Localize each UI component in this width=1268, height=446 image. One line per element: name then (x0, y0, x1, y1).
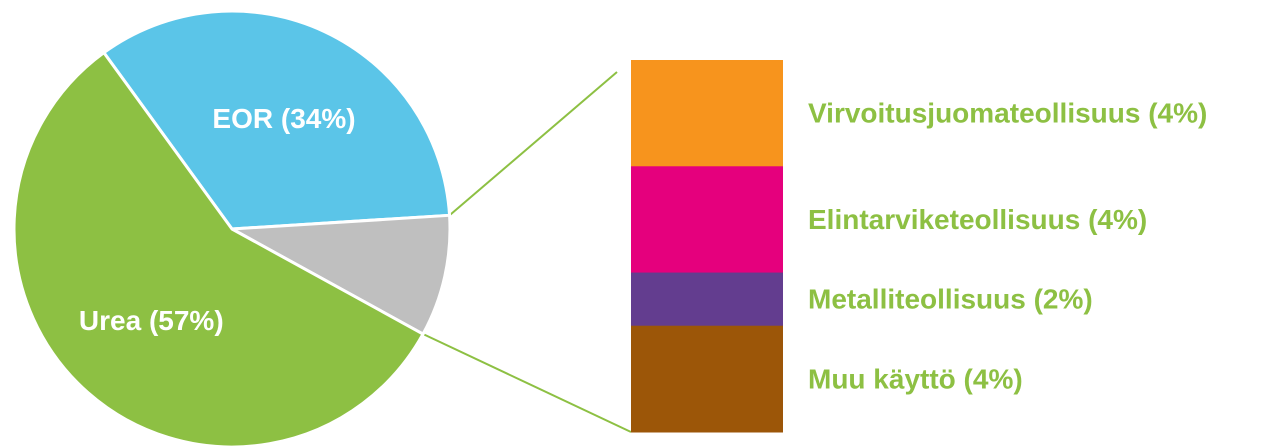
bar-label-virvoitusjuomateollisuus-4: Virvoitusjuomateollisuus (4%) (808, 98, 1207, 129)
bar-label-elintarviketeollisuus-4: Elintarviketeollisuus (4%) (808, 204, 1147, 235)
connector-lines (422, 71, 632, 433)
pie-slice-urea-57 (12, 51, 425, 446)
connector-line-bottom (422, 333, 632, 433)
pie-slice-breakdown (230, 213, 452, 336)
bar-label-muu-kaytto-4: Muu käyttö (4%) (808, 363, 1023, 394)
breakdown-stacked-bar (631, 60, 783, 433)
bar-segment-elintarviketeollisuus-4 (631, 166, 783, 274)
bar-segment-muu-kaytto-4 (631, 325, 783, 433)
bar-segment-virvoitusjuomateollisuus-4 (631, 60, 783, 167)
pie-chart (12, 9, 452, 446)
bar-segment-metalliteollisuus-2 (631, 272, 783, 327)
pie-labels: EOR (34%) Urea (57%) (79, 103, 356, 336)
pie-label-eor-34: EOR (34%) (212, 103, 355, 134)
breakdown-labels: Virvoitusjuomateollisuus (4%) Elintarvike… (808, 98, 1207, 395)
connector-line-top (448, 71, 618, 217)
pie-slice-eor-34 (102, 9, 452, 231)
bar-label-metalliteollisuus-2: Metalliteollisuus (2%) (808, 284, 1093, 315)
pie-label-urea-57: Urea (57%) (79, 305, 224, 336)
